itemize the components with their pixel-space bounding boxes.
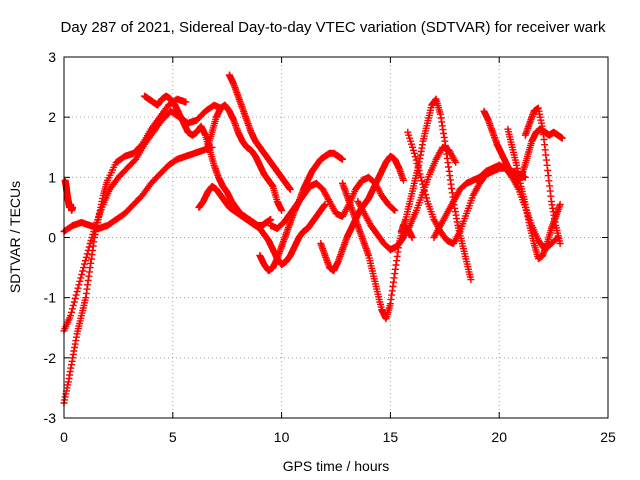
y-axis-label: SDTVAR / TECUs xyxy=(7,181,23,293)
x-tick-label: 10 xyxy=(274,429,290,445)
x-tick-label: 25 xyxy=(600,429,616,445)
marker-path-track-19 xyxy=(521,104,564,247)
y-tick-label: -3 xyxy=(44,410,57,426)
y-tick-label: -2 xyxy=(44,350,57,366)
x-tick-label: 5 xyxy=(169,429,177,445)
plot-frame xyxy=(63,56,609,419)
grid-lines xyxy=(64,57,608,418)
y-tick-label: 3 xyxy=(48,49,56,65)
x-axis-label: GPS time / hours xyxy=(283,458,390,474)
marker-path-track-14 xyxy=(397,95,475,284)
y-tick-label: 2 xyxy=(48,109,56,125)
y-tick-label: -1 xyxy=(44,290,57,306)
marker-path-track-6 xyxy=(204,101,286,214)
series-track-8 xyxy=(195,182,329,269)
x-tick-label: 15 xyxy=(383,429,399,445)
data-markers xyxy=(60,71,566,407)
series-track-7 xyxy=(225,71,294,193)
series-track-10 xyxy=(267,173,399,232)
x-tick-label: 0 xyxy=(60,429,68,445)
x-tick-label: 20 xyxy=(491,429,507,445)
marker-path-track-8 xyxy=(195,182,329,269)
marker-path-track-7 xyxy=(225,71,294,193)
y-tick-label: 0 xyxy=(48,230,56,246)
series-track-6 xyxy=(204,101,286,214)
y-tick-label: 1 xyxy=(48,169,56,185)
series-track-4 xyxy=(61,176,77,214)
series-track-14 xyxy=(397,95,475,284)
marker-path-track-10 xyxy=(267,173,399,232)
marker-path-track-4 xyxy=(61,176,77,214)
chart-title: Day 287 of 2021, Sidereal Day-to-day VTE… xyxy=(61,19,606,36)
series-track-19 xyxy=(521,104,564,247)
